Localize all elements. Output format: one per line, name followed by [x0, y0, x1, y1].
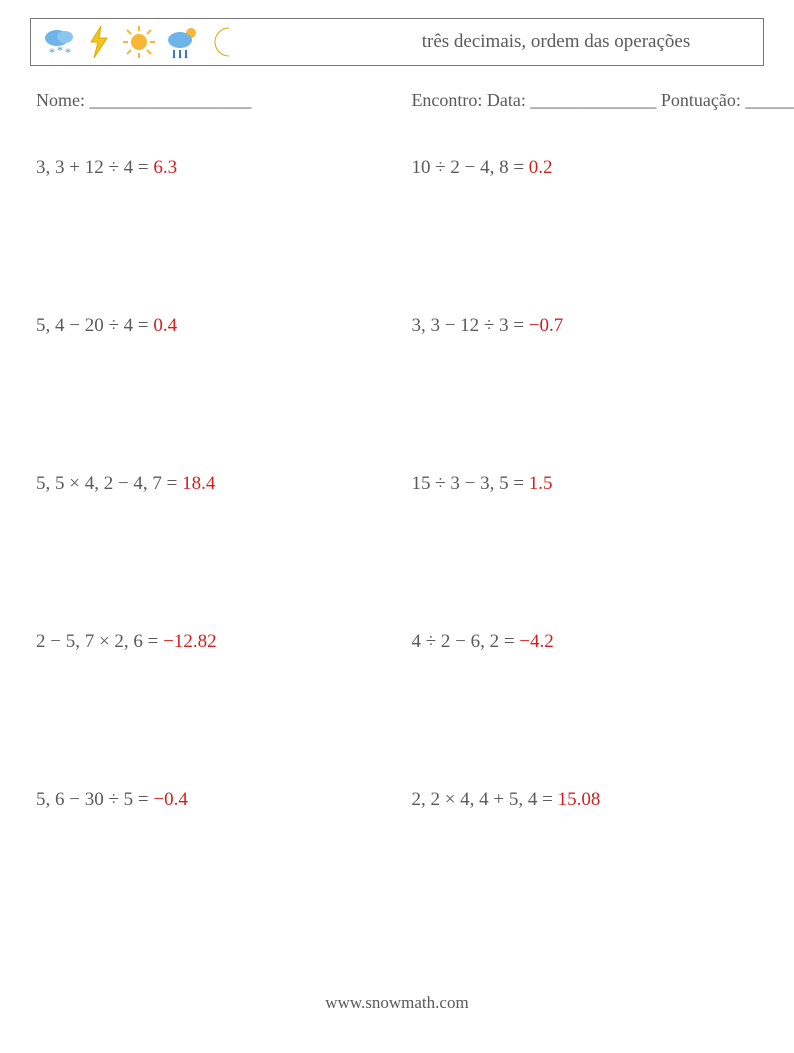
cloud-snow-icon: * * * — [41, 24, 77, 60]
problem-row: 2 − 5, 7 × 2, 6 = −12.82 4 ÷ 2 − 6, 2 = … — [36, 631, 758, 653]
problems-grid: 3, 3 + 12 ÷ 4 = 6.3 10 ÷ 2 − 4, 8 = 0.2 … — [30, 157, 764, 811]
problem-answer: −0.7 — [529, 315, 563, 336]
problem-cell: 5, 5 × 4, 2 − 4, 7 = 18.4 — [36, 473, 411, 495]
problem-expression: 2 − 5, 7 × 2, 6 = — [36, 631, 163, 652]
problem-expression: 10 ÷ 2 − 4, 8 = — [411, 157, 528, 178]
problem-cell: 3, 3 + 12 ÷ 4 = 6.3 — [36, 157, 411, 179]
problem-answer: 18.4 — [182, 473, 215, 494]
problem-expression: 5, 5 × 4, 2 − 4, 7 = — [36, 473, 182, 494]
problem-cell: 2 − 5, 7 × 2, 6 = −12.82 — [36, 631, 411, 653]
problem-answer: 1.5 — [529, 473, 553, 494]
svg-text:*: * — [65, 45, 71, 59]
problem-expression: 15 ÷ 3 − 3, 5 = — [411, 473, 528, 494]
problem-answer: 0.4 — [153, 315, 177, 336]
cloud-rain-icon — [165, 24, 201, 60]
problem-cell: 5, 6 − 30 ÷ 5 = −0.4 — [36, 789, 411, 811]
problem-row: 5, 4 − 20 ÷ 4 = 0.4 3, 3 − 12 ÷ 3 = −0.7 — [36, 315, 758, 337]
name-field: Nome: __________________ — [36, 90, 411, 111]
worksheet-title: três decimais, ordem das operações — [239, 31, 753, 53]
problem-answer: −12.82 — [163, 631, 216, 652]
problem-answer: −0.4 — [153, 789, 187, 810]
svg-text:*: * — [49, 45, 55, 59]
problem-answer: 0.2 — [529, 157, 553, 178]
problem-cell: 4 ÷ 2 − 6, 2 = −4.2 — [411, 631, 758, 653]
problem-expression: 5, 6 − 30 ÷ 5 = — [36, 789, 153, 810]
footer-url: www.snowmath.com — [0, 993, 794, 1013]
problem-cell: 10 ÷ 2 − 4, 8 = 0.2 — [411, 157, 758, 179]
worksheet-page: * * * — [0, 0, 794, 1053]
header-icons: * * * — [41, 24, 239, 60]
header-box: * * * — [30, 18, 764, 66]
problem-row: 3, 3 + 12 ÷ 4 = 6.3 10 ÷ 2 − 4, 8 = 0.2 — [36, 157, 758, 179]
lightning-icon — [85, 24, 113, 60]
problem-cell: 5, 4 − 20 ÷ 4 = 0.4 — [36, 315, 411, 337]
problem-expression: 3, 3 + 12 ÷ 4 = — [36, 157, 153, 178]
sun-icon — [121, 24, 157, 60]
problem-expression: 3, 3 − 12 ÷ 3 = — [411, 315, 528, 336]
problem-expression: 5, 4 − 20 ÷ 4 = — [36, 315, 153, 336]
problem-expression: 4 ÷ 2 − 6, 2 = — [411, 631, 519, 652]
problem-answer: 6.3 — [153, 157, 177, 178]
problem-answer: 15.08 — [558, 789, 601, 810]
problem-row: 5, 6 − 30 ÷ 5 = −0.4 2, 2 × 4, 4 + 5, 4 … — [36, 789, 758, 811]
problem-expression: 2, 2 × 4, 4 + 5, 4 = — [411, 789, 557, 810]
problem-answer: −4.2 — [519, 631, 553, 652]
meta-row: Nome: __________________ Encontro: Data:… — [30, 90, 764, 111]
problem-cell: 2, 2 × 4, 4 + 5, 4 = 15.08 — [411, 789, 758, 811]
problem-row: 5, 5 × 4, 2 − 4, 7 = 18.4 15 ÷ 3 − 3, 5 … — [36, 473, 758, 495]
problem-cell: 15 ÷ 3 − 3, 5 = 1.5 — [411, 473, 758, 495]
date-score-field: Encontro: Data: ______________ Pontuação… — [411, 90, 794, 111]
problem-cell: 3, 3 − 12 ÷ 3 = −0.7 — [411, 315, 758, 337]
svg-text:*: * — [57, 43, 63, 57]
moon-icon — [209, 24, 239, 60]
